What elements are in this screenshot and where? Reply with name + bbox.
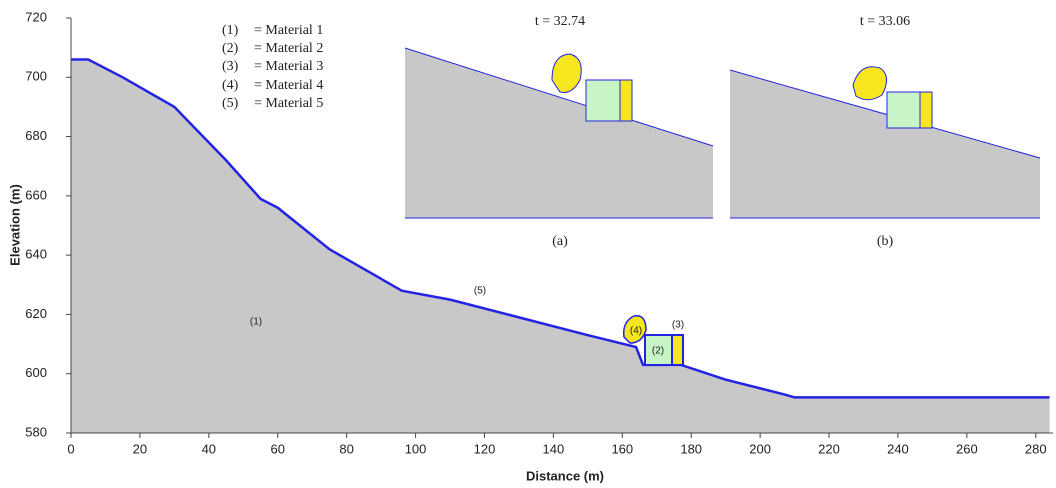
inset-ground bbox=[405, 48, 713, 218]
legend-text: = Material 1 bbox=[254, 23, 323, 38]
x-tick-label: 180 bbox=[680, 441, 702, 456]
block-face bbox=[619, 79, 633, 122]
inset-slope bbox=[404, 47, 714, 147]
x-tick-label: 200 bbox=[749, 441, 771, 456]
block bbox=[886, 91, 921, 129]
y-tick-label: 640 bbox=[25, 247, 47, 262]
x-tick-label: 60 bbox=[271, 441, 285, 456]
y-tick-label: 600 bbox=[25, 365, 47, 380]
inset-ground bbox=[730, 70, 1040, 218]
boulder bbox=[622, 315, 647, 344]
x-tick-label: 120 bbox=[474, 441, 496, 456]
annotation: (1) bbox=[250, 317, 262, 328]
x-tick-label: 160 bbox=[611, 441, 633, 456]
legend-text: = Material 3 bbox=[254, 59, 323, 74]
x-tick-label: 240 bbox=[887, 441, 909, 456]
inset-label: (b) bbox=[877, 234, 894, 249]
inset-a: t = 32.74 (a) bbox=[404, 14, 714, 249]
legend-text: = Material 2 bbox=[254, 41, 323, 56]
legend-key: (4) bbox=[222, 78, 239, 93]
x-tick-label: 100 bbox=[405, 441, 427, 456]
annotation: (5) bbox=[474, 286, 486, 297]
y-tick-label: 720 bbox=[25, 9, 47, 24]
plot-area: 580 600 620 640 660 680 700 720 0 20 40 60 80 100 120 1… bbox=[25, 9, 1053, 456]
slope-line bbox=[71, 58, 1050, 399]
x-tick-label: 80 bbox=[339, 441, 353, 456]
legend-key: (2) bbox=[222, 41, 239, 56]
x-tick-label: 0 bbox=[67, 441, 74, 456]
legend: (1) = Material 1 (2) = Material 2 (3) = … bbox=[222, 23, 323, 111]
x-axis-title: Distance (m) bbox=[526, 468, 604, 483]
inset-label: (a) bbox=[552, 234, 568, 249]
inset-b: t = 33.06 (b) bbox=[729, 14, 1041, 249]
inset-title: t = 32.74 bbox=[535, 14, 585, 29]
x-tick-label: 40 bbox=[202, 441, 216, 456]
x-tick-label: 280 bbox=[1025, 441, 1047, 456]
y-tick-label: 580 bbox=[25, 424, 47, 439]
inset-title: t = 33.06 bbox=[860, 14, 910, 29]
y-tick-label: 660 bbox=[25, 187, 47, 202]
y-axis-title: Elevation (m) bbox=[7, 184, 22, 266]
legend-key: (1) bbox=[222, 23, 239, 38]
legend-key: (5) bbox=[222, 96, 239, 111]
x-tick-label: 20 bbox=[133, 441, 147, 456]
x-tick-label: 260 bbox=[956, 441, 978, 456]
boulder bbox=[551, 53, 582, 93]
x-tick-label: 140 bbox=[543, 441, 565, 456]
boulder bbox=[852, 66, 887, 101]
block bbox=[585, 79, 621, 122]
legend-text: = Material 4 bbox=[254, 78, 323, 93]
y-tick-label: 680 bbox=[25, 128, 47, 143]
annotation: (4) bbox=[630, 326, 642, 337]
legend-text: = Material 5 bbox=[254, 96, 323, 111]
ground-area bbox=[71, 59, 1050, 433]
materials bbox=[622, 315, 684, 366]
annotation: (3) bbox=[672, 320, 684, 331]
y-tick-label: 700 bbox=[25, 69, 47, 84]
x-tick-label: 220 bbox=[818, 441, 840, 456]
inset-slope bbox=[729, 69, 1041, 159]
y-tick-label: 620 bbox=[25, 306, 47, 321]
block-face bbox=[919, 91, 933, 129]
annotation: (2) bbox=[652, 346, 664, 357]
legend-key: (3) bbox=[222, 59, 239, 74]
block-face bbox=[671, 334, 684, 366]
